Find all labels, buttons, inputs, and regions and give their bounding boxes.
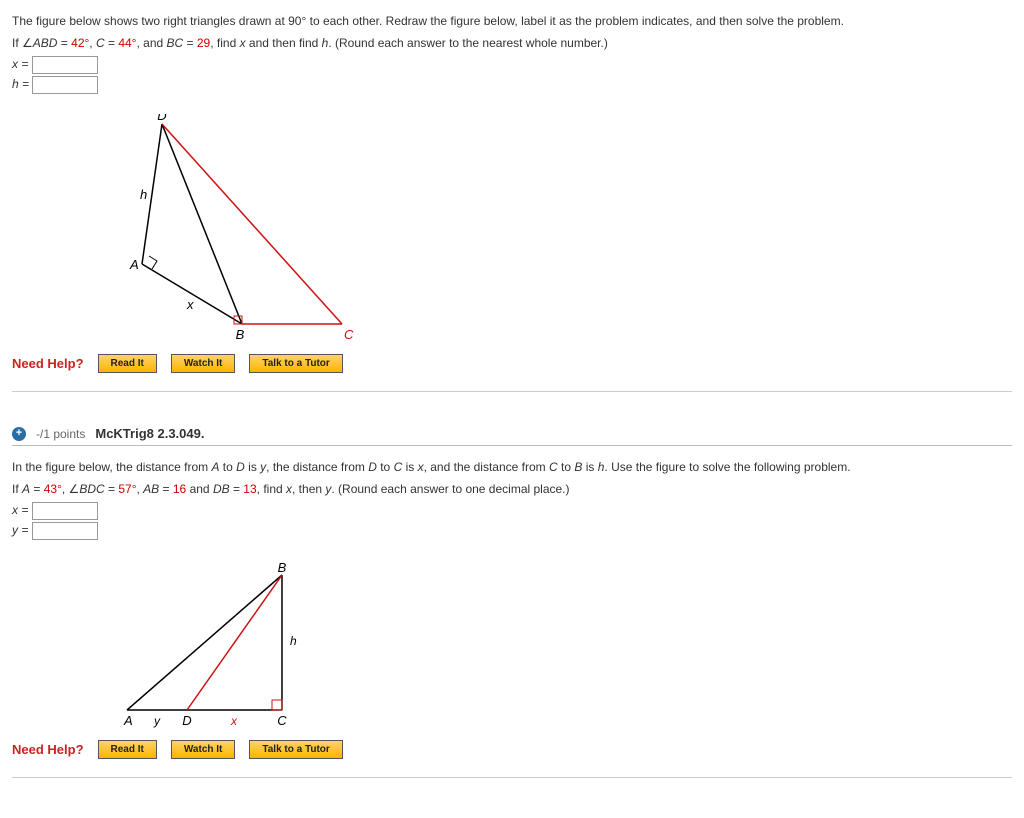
t: BDC (79, 482, 104, 496)
text: , and (136, 36, 166, 50)
angle1-val: 42° (71, 36, 89, 50)
text: . Use the figure to solve the following … (604, 460, 850, 474)
text: and then find (246, 36, 322, 50)
talk-tutor-button[interactable]: Talk to a Tutor (249, 354, 342, 373)
t: C (549, 460, 558, 474)
triangle-figure-2: B A D C y x h (112, 560, 322, 730)
text: , find (210, 36, 239, 50)
question-id: McKTrig8 2.3.049. (95, 426, 204, 441)
label-c: C (277, 713, 287, 728)
p2-y-input[interactable] (32, 522, 98, 540)
need-help-label: Need Help? (12, 356, 84, 371)
text: , then (292, 482, 325, 496)
p1-given: If ∠ABD = 42°, C = 44°, and BC = 29, fin… (12, 34, 1012, 52)
t: DB (213, 482, 230, 496)
divider (12, 777, 1012, 778)
p1-h-input[interactable] (32, 76, 98, 94)
text: is (582, 460, 597, 474)
p1-help-row: Need Help? Read It Watch It Talk to a Tu… (12, 354, 1012, 373)
text: . (Round each answer to one decimal plac… (331, 482, 569, 496)
angle2-val: 44° (118, 36, 136, 50)
text: is (402, 460, 417, 474)
text: = (159, 482, 173, 496)
p1-h-row: h = (12, 76, 1012, 94)
text: = (30, 482, 44, 496)
text: to (558, 460, 575, 474)
p1-intro: The figure below shows two right triangl… (12, 12, 1012, 30)
t: AB (143, 482, 159, 496)
angle1-name: ABD (33, 36, 58, 50)
x-label: x = (12, 57, 28, 71)
p2-help-row: Need Help? Read It Watch It Talk to a Tu… (12, 740, 1012, 759)
p2-x-input[interactable] (32, 502, 98, 520)
p1-x-input[interactable] (32, 56, 98, 74)
label-x: x (230, 714, 238, 728)
read-it-button[interactable]: Read It (98, 740, 157, 759)
text: = (105, 482, 119, 496)
text: , (89, 36, 96, 50)
label-a: A (129, 257, 139, 272)
side-val: 29 (197, 36, 210, 50)
p2-given: If A = 43°, ∠BDC = 57°, AB = 16 and DB =… (12, 480, 1012, 498)
t: C (394, 460, 403, 474)
t: A (22, 482, 30, 496)
text: , and the distance from (424, 460, 549, 474)
label-d: D (157, 114, 166, 123)
read-it-button[interactable]: Read It (98, 354, 157, 373)
text: If (12, 482, 22, 496)
text: , the distance from (266, 460, 368, 474)
db-val: 13 (243, 482, 256, 496)
problem-2: In the figure below, the distance from A… (12, 458, 1012, 778)
a-val: 43° (44, 482, 62, 496)
text: = (183, 36, 197, 50)
angle2-name: C (96, 36, 105, 50)
p2-y-row: y = (12, 522, 1012, 540)
h-label: h = (12, 77, 29, 91)
divider (12, 391, 1012, 392)
label-y: y (153, 714, 161, 728)
t: D (368, 460, 377, 474)
label-b: B (236, 327, 245, 342)
text: to (377, 460, 394, 474)
watch-it-button[interactable]: Watch It (171, 354, 236, 373)
watch-it-button[interactable]: Watch It (171, 740, 236, 759)
t: D (236, 460, 245, 474)
side-name: BC (167, 36, 184, 50)
text: , ∠ (62, 482, 79, 496)
text: In the figure below, the distance from (12, 460, 211, 474)
text: If ∠ (12, 36, 33, 50)
text: = (57, 36, 71, 50)
text: = (105, 36, 119, 50)
label-c: C (344, 327, 354, 342)
p2-figure: B A D C y x h (12, 560, 1012, 730)
points-value: -/1 points (36, 427, 85, 441)
text: = (230, 482, 244, 496)
expand-icon[interactable]: + (12, 427, 26, 441)
label-h: h (140, 187, 147, 202)
label-h: h (290, 634, 297, 648)
x-label: x = (12, 503, 28, 517)
text: to (219, 460, 236, 474)
p1-figure: D A B C h x (12, 114, 1012, 344)
problem-1: The figure below shows two right triangl… (12, 12, 1012, 392)
text: , find (257, 482, 286, 496)
need-help-label: Need Help? (12, 742, 84, 757)
text: is (245, 460, 260, 474)
label-d: D (182, 713, 191, 728)
p1-x-row: x = (12, 56, 1012, 74)
p2-intro: In the figure below, the distance from A… (12, 458, 1012, 476)
text: . (Round each answer to the nearest whol… (328, 36, 608, 50)
question-header: + -/1 points McKTrig8 2.3.049. (12, 422, 1012, 446)
talk-tutor-button[interactable]: Talk to a Tutor (249, 740, 342, 759)
p2-x-row: x = (12, 502, 1012, 520)
label-b: B (278, 560, 287, 575)
bdc-val: 57° (118, 482, 136, 496)
triangle-figure-1: D A B C h x (112, 114, 372, 344)
label-x: x (186, 297, 194, 312)
ab-val: 16 (173, 482, 186, 496)
y-label: y = (12, 523, 28, 537)
text: and (186, 482, 213, 496)
label-a: A (123, 713, 133, 728)
